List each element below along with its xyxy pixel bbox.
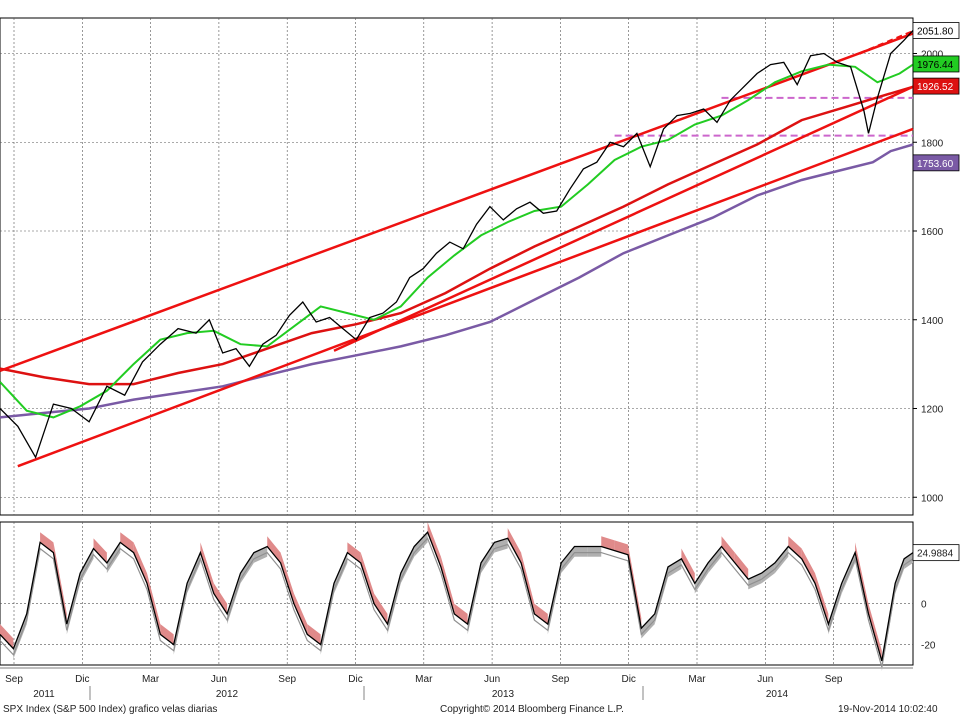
last-value-label: 1976.44: [917, 60, 954, 71]
x-month-tick-label: Sep: [5, 674, 23, 685]
oscillator-fill: [374, 593, 388, 625]
x-month-tick-label: Jun: [757, 674, 773, 685]
x-year-tick-label: 2013: [492, 689, 515, 700]
oscillator-fill: [507, 528, 522, 563]
last-value-box: [912, 77, 960, 95]
price-line: [0, 29, 914, 459]
price-y-tick-label: 2000: [921, 50, 944, 61]
ma50-line: [0, 63, 914, 419]
oscillator-fill: [0, 624, 14, 649]
x-year-tick-label: 2014: [766, 689, 789, 700]
x-year-tick-label: 2012: [216, 689, 239, 700]
last-value-label: 1753.60: [917, 159, 954, 170]
oscillator-fill: [160, 624, 174, 645]
oscillator-fill: [307, 624, 321, 645]
channel-upper-line: [0, 32, 914, 372]
oscillator-fill: [213, 583, 228, 614]
oscillator-fill: [641, 613, 655, 639]
channel-lower-line: [17, 127, 914, 468]
oscillator-fill: [748, 573, 762, 590]
x-month-tick-label: Dic: [348, 674, 362, 685]
oscillator-fill: [40, 532, 54, 553]
x-month-tick-label: Jun: [211, 674, 227, 685]
oscillator-fill: [681, 548, 695, 584]
oscillator-fill: [267, 536, 281, 563]
oscillator-fill: [200, 542, 214, 594]
oscillator-fill: [427, 522, 441, 567]
oscillator-fill: [360, 552, 375, 604]
last-value-label: 2051.80: [917, 27, 954, 38]
oscillator-slow-line: [0, 537, 914, 668]
oscillator-fill: [668, 558, 682, 578]
oscillator-fill: [561, 546, 575, 574]
x-month-tick-label: Sep: [825, 674, 843, 685]
oscillator-fill: [120, 532, 134, 553]
oscillator-fill: [293, 593, 308, 635]
x-year-tick-label: 2011: [33, 689, 55, 700]
osc-last-value-label: 24.9884: [917, 549, 954, 560]
oscillator-fill: [280, 552, 294, 604]
x-month-tick-label: Sep: [552, 674, 570, 685]
oscillator-fill: [347, 542, 361, 563]
last-value-box: [912, 55, 960, 73]
oscillator-fill: [133, 542, 147, 584]
oscillator-fill: [93, 538, 107, 563]
x-month-tick-label: Jun: [484, 674, 500, 685]
oscillator-fill: [904, 552, 913, 569]
x-month-tick-label: Dic: [621, 674, 635, 685]
oscillator-fill: [440, 556, 455, 614]
oscillator-panel-frame: [0, 521, 914, 666]
oscillator-fill: [587, 546, 602, 557]
x-month-tick-label: Mar: [688, 674, 706, 685]
footer-right: 19-Nov-2014 10:02:40: [838, 704, 938, 715]
osc-y-tick-label: -20: [921, 641, 936, 652]
channel-mid-line: [333, 85, 914, 352]
oscillator-fast-line: [0, 530, 914, 662]
oscillator-fill: [801, 548, 816, 584]
price-y-tick-label: 1800: [921, 138, 944, 149]
price-y-tick-label: 1200: [921, 405, 944, 416]
oscillator-fill: [253, 546, 268, 563]
ma100-line: [0, 85, 914, 386]
price-y-tick-label: 1600: [921, 227, 944, 238]
price-panel-frame: [0, 17, 914, 516]
oscillator-fill: [574, 546, 588, 557]
footer-left: SPX Index (S&P 500 Index) grafico velas …: [3, 704, 218, 715]
oscillator-fill: [761, 562, 775, 584]
x-month-tick-label: Mar: [142, 674, 160, 685]
oscillator-fill: [454, 603, 468, 625]
oscillator-fill: [788, 536, 802, 559]
last-value-box: [912, 22, 960, 39]
x-month-tick-label: Dic: [75, 674, 89, 685]
oscillator-fill: [414, 532, 428, 557]
oscillator-fill: [774, 546, 789, 574]
last-value-box: [912, 154, 960, 172]
oscillator-fill: [868, 603, 882, 661]
oscillator-fill: [734, 552, 749, 580]
x-month-tick-label: Sep: [278, 674, 296, 685]
price-y-tick-label: 1000: [921, 493, 944, 504]
oscillator-fill: [534, 603, 548, 625]
price-y-tick-label: 1400: [921, 316, 944, 327]
oscillator-fill: [721, 536, 735, 563]
osc-last-value-box: [912, 544, 960, 562]
oscillator-fill: [521, 552, 535, 614]
oscillator-fill: [815, 573, 829, 625]
osc-y-tick-label: 0: [921, 600, 927, 611]
oscillator-fill: [146, 573, 161, 635]
oscillator-fill: [708, 546, 722, 574]
x-month-tick-label: Mar: [415, 674, 433, 685]
ma200-line: [0, 143, 914, 419]
footer-center: Copyright© 2014 Bloomberg Finance L.P.: [440, 704, 624, 715]
last-value-label: 1926.52: [917, 82, 954, 93]
